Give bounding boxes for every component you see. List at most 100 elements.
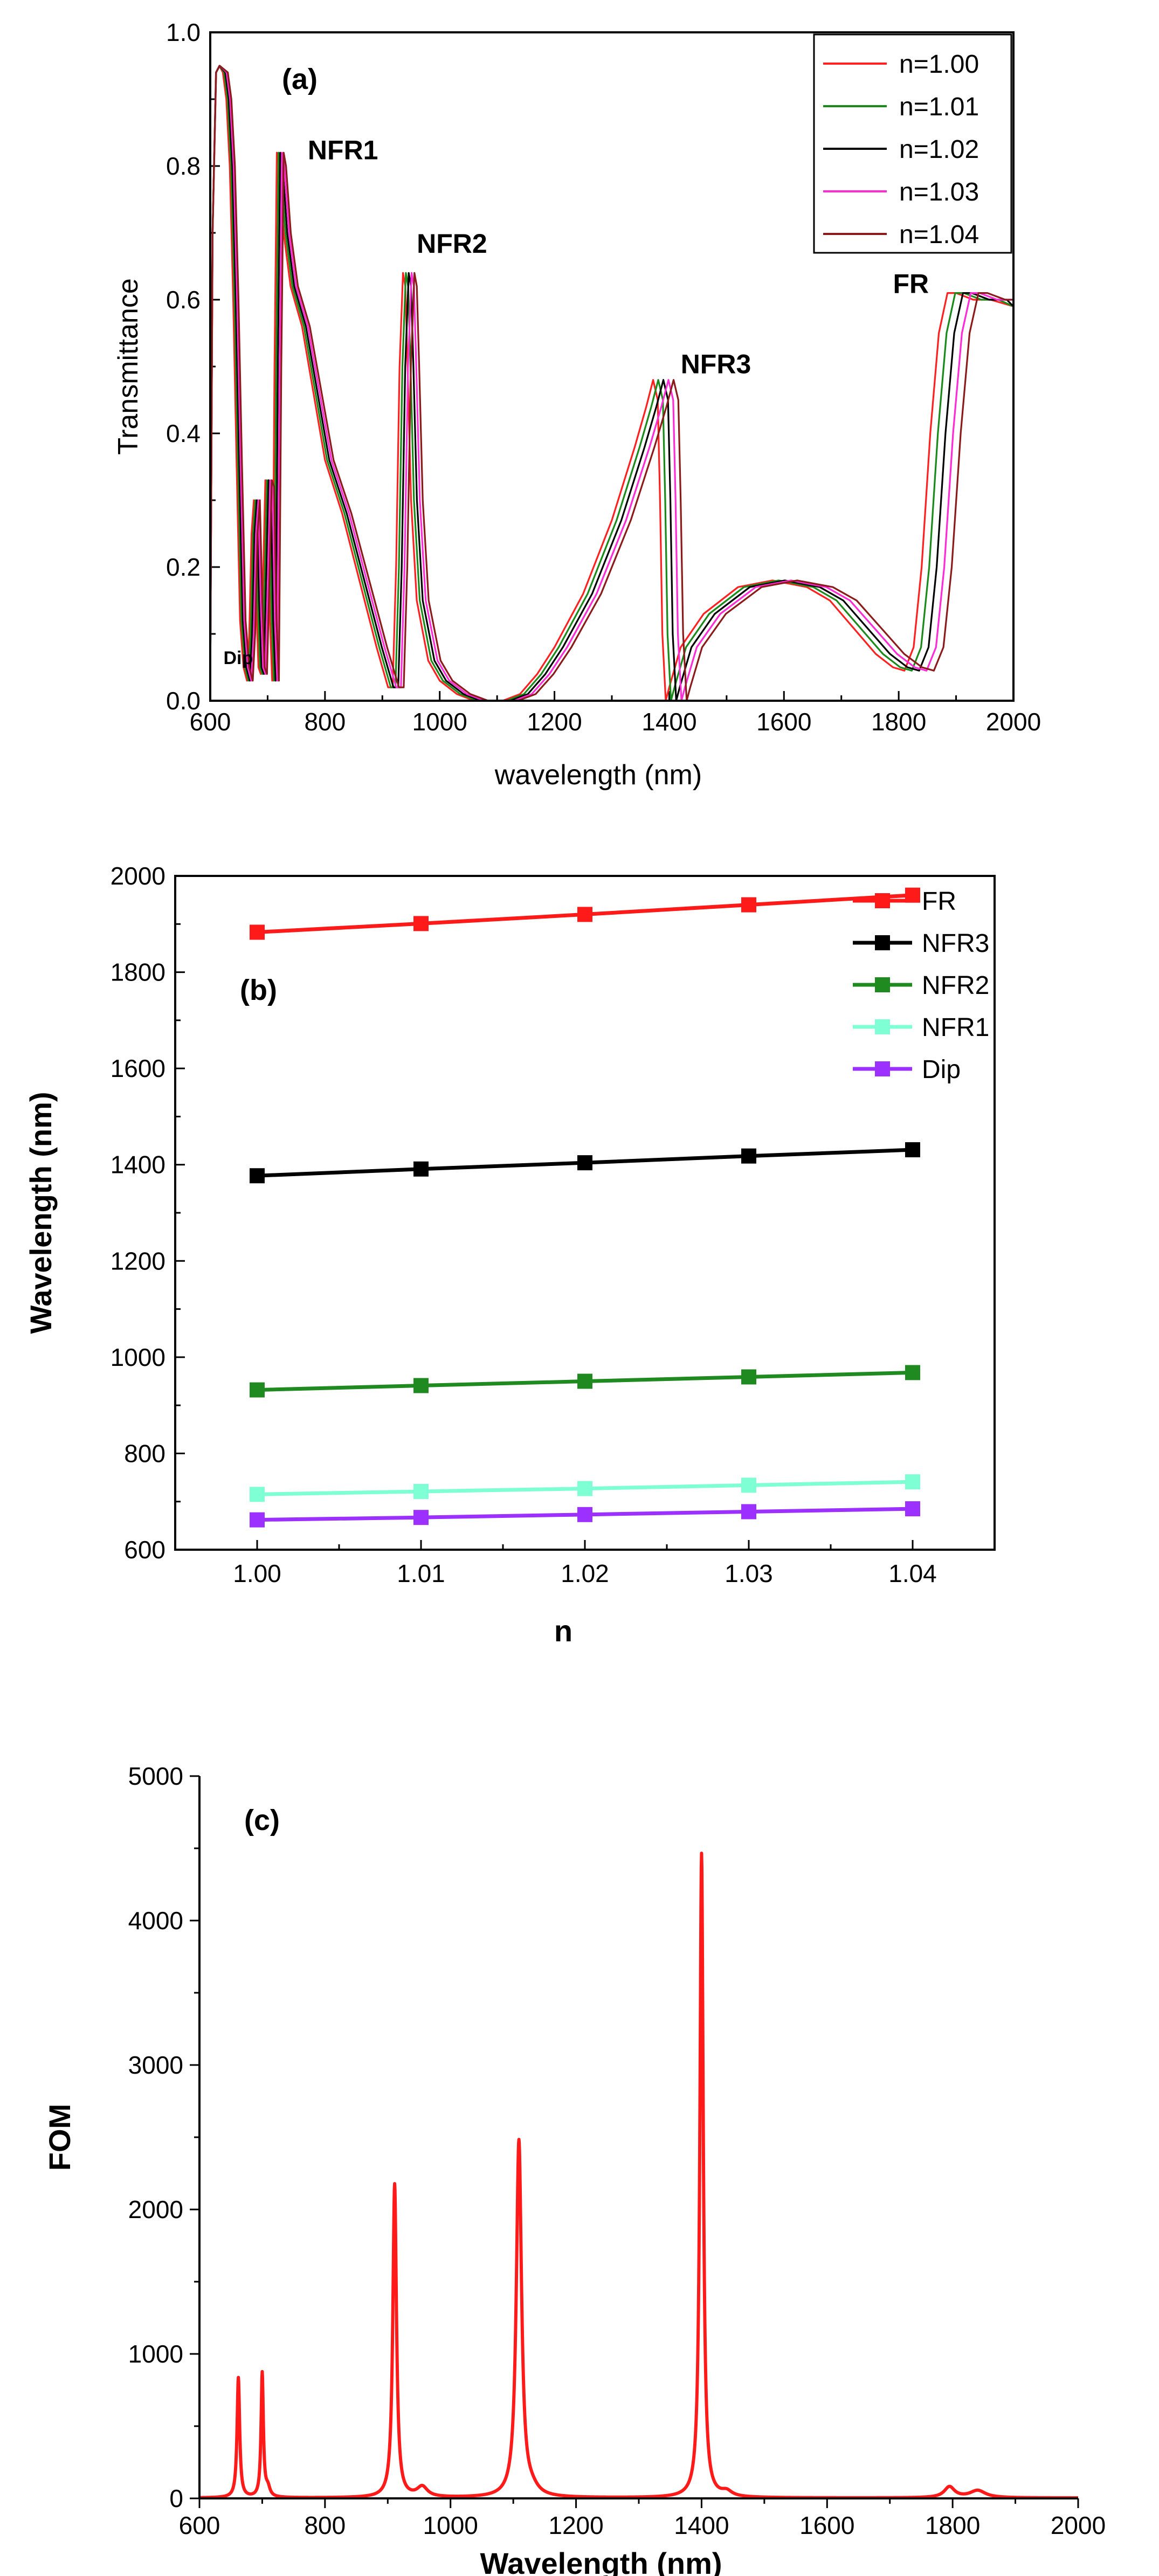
panel-b-legend-label: FR [922, 887, 956, 916]
panel-b-label: (b) [240, 974, 277, 1006]
panel-a-plot-frame [209, 31, 1015, 702]
panel-b-x-tick-label: 1.00 [233, 1559, 281, 1587]
panel-b-marker [577, 1155, 592, 1171]
panel-b-marker [741, 1504, 756, 1520]
panel-b-y-tick-label: 800 [124, 1439, 165, 1467]
panel-c-y-tick-label: 3000 [128, 2051, 183, 2079]
panel-b-x-tick-label: 1.03 [725, 1559, 773, 1587]
panel-a-annotation: NFR1 [308, 135, 378, 165]
panel-b-marker [250, 1382, 265, 1398]
panel-a-y-tick-label: 0.6 [166, 286, 201, 314]
panel-b-legend-label: NFR3 [922, 929, 989, 958]
panel-a-xlabel: wavelength (nm) [494, 759, 702, 791]
panel-a-x-tick-label: 800 [304, 708, 346, 736]
panel-a-x-tick-label: 1200 [527, 708, 582, 736]
panel-a-series-line [209, 65, 1015, 702]
panel-b-legend-label: NFR1 [922, 1013, 989, 1042]
panel-a-series-line [209, 65, 1015, 702]
panel-b-marker [741, 1148, 756, 1164]
panel-b-x-tick-label: 1.02 [561, 1559, 609, 1587]
panel-b-marker [741, 897, 756, 913]
panel-a-annotation: NFR3 [681, 349, 751, 379]
panel-b-ylabel: Wavelength (nm) [24, 1092, 58, 1334]
panel-c-x-tick-label: 1800 [925, 2511, 980, 2539]
panel-a-ylabel: Transmittance [113, 278, 144, 455]
panel-a-annotations: NFR1 NFR2 NFR3 FR Dip [223, 135, 929, 668]
panel-b-marker [905, 1501, 920, 1517]
panel-c-curve [198, 1852, 1080, 2499]
panel-b-marker [250, 1168, 265, 1184]
panel-c-x-tick-label: 800 [304, 2511, 346, 2539]
panel-b-xlabel: n [554, 1614, 572, 1648]
panel-b-marker [741, 1477, 756, 1493]
panel-b-y-tick-label: 1200 [111, 1247, 165, 1275]
panel-b-legend-marker [875, 977, 890, 992]
panel-b-legend: FR NFR3 NFR2 NFR1 Dip [853, 887, 989, 1084]
panel-c-x-tick-label: 1400 [674, 2511, 729, 2539]
panel-b-y-tick-label: 1600 [111, 1054, 165, 1082]
panel-b-legend-label: Dip [922, 1055, 961, 1084]
panel-b-marker [577, 1481, 592, 1496]
panel-c-y-tick-label: 1000 [128, 2340, 183, 2368]
panel-c-x-tick-label: 600 [179, 2511, 220, 2539]
panel-a-y-tick-label: 0.4 [166, 419, 201, 447]
panel-a-y-tick-label: 0.0 [166, 687, 201, 715]
panel-c-x-tick-label: 1600 [799, 2511, 854, 2539]
panel-c-y-tick-label: 2000 [128, 2195, 183, 2223]
panel-b-marker [413, 1378, 429, 1393]
panel-b-y-tick-label: 1400 [111, 1151, 165, 1179]
panel-a-curves [209, 65, 1015, 702]
panel-c-xlabel: Wavelength (nm) [480, 2546, 722, 2576]
panel-b-marker [905, 1142, 920, 1158]
panel-b-y-tick-label: 2000 [111, 862, 165, 890]
panel-b-y-tick-label: 1000 [111, 1343, 165, 1371]
panel-b-y-tick-label: 1800 [111, 958, 165, 986]
panel-a-annotation: NFR2 [417, 229, 487, 259]
panel-a-x-tick-label: 2000 [986, 708, 1041, 736]
panel-b-marker [413, 1161, 429, 1177]
panel-b-marker [250, 924, 265, 940]
panel-b-x-tick-label: 1.04 [888, 1559, 937, 1587]
panel-b-plot-frame [174, 875, 996, 1551]
panel-b-legend-marker [875, 1019, 890, 1034]
panel-b-marker [250, 1487, 265, 1502]
panel-a-legend-label: n=1.00 [899, 50, 979, 79]
panel-c-fom-line [198, 1852, 1080, 2499]
panel-a-y-tick-label: 0.8 [166, 152, 201, 180]
panel-c-y-tick-label: 0 [169, 2484, 183, 2512]
panel-b-marker [413, 1483, 429, 1499]
panel-c-ylabel: FOM [43, 2104, 77, 2171]
panel-b-marker [741, 1369, 756, 1385]
panel-a-legend-label: n=1.04 [899, 220, 979, 249]
panel-b-wavelength-vs-n: 1.00 1.01 1.02 1.03 1.04 600 800 1000 1200 1400 16… [24, 862, 996, 1648]
panel-a-label: (a) [282, 63, 318, 95]
panel-b-x-tick-label: 1.01 [397, 1559, 445, 1587]
panel-b-marker [250, 1512, 265, 1528]
panel-a-legend-label: n=1.01 [899, 93, 979, 121]
panel-b-legend-marker [875, 935, 890, 950]
panel-c-x-tick-label: 2000 [1051, 2511, 1106, 2539]
panel-a-x-tick-label: 1000 [412, 708, 467, 736]
panel-a-series-line [209, 65, 1014, 702]
panel-a-x-tick-label: 1600 [756, 708, 811, 736]
panel-a-x-tick-label: 600 [190, 708, 231, 736]
panel-a-legend-label: n=1.03 [899, 178, 979, 206]
panel-a-y-tick-label: 1.0 [166, 18, 201, 46]
panel-b-marker [413, 1510, 429, 1525]
panel-a-annotation: Dip [223, 648, 253, 668]
panel-b-marker [577, 1507, 592, 1522]
panel-c-y-tick-label: 4000 [128, 1907, 183, 1935]
panel-a-legend-box [813, 33, 1012, 254]
panel-a-legend-label: n=1.02 [899, 135, 979, 164]
panel-a-annotation: FR [893, 269, 929, 299]
panel-a-legend: n=1.00 n=1.01 n=1.02 n=1.03 n=1.04 [813, 33, 1012, 254]
panel-a-transmittance: 600 800 1000 1200 1400 1600 1800 2000 0.0 0.2 0.4 0… [113, 18, 1041, 791]
panel-a-y-tick-label: 0.2 [166, 553, 201, 581]
panel-a-x-tick-label: 1800 [871, 708, 926, 736]
panel-b-marker [905, 1474, 920, 1490]
panel-b-marker [577, 907, 592, 922]
panel-b-marker [577, 1373, 592, 1389]
panel-b-marker [413, 916, 429, 931]
panel-b-legend-marker [875, 893, 890, 908]
